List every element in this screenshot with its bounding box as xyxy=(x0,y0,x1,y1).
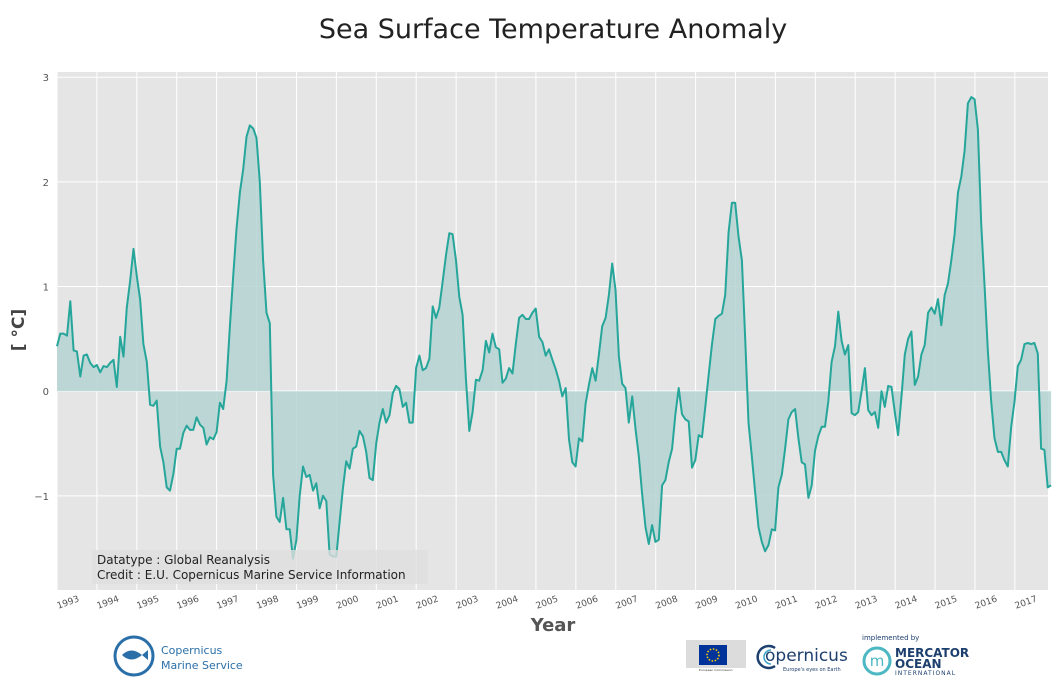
mercator-line2: OCEAN xyxy=(895,657,942,671)
cmems-line1: Copernicus xyxy=(161,644,223,657)
x-tick-label: 1999 xyxy=(295,594,320,611)
x-tick-label: 2004 xyxy=(495,594,520,611)
copernicus-wordmark: opernicus xyxy=(765,646,848,666)
chart-title: Sea Surface Temperature Anomaly xyxy=(319,14,787,45)
copernicus-logo xyxy=(756,644,776,670)
x-tick-label: 2005 xyxy=(535,595,560,612)
x-tick-label: 1994 xyxy=(96,594,121,611)
x-tick-label: 2011 xyxy=(774,595,799,612)
x-tick-label: 2014 xyxy=(894,594,919,611)
x-tick-label: 2013 xyxy=(854,595,879,612)
y-tick-label: 3 xyxy=(43,73,49,84)
european-commission-logo xyxy=(686,640,746,668)
mercator-line1: MERCATOR xyxy=(895,646,970,660)
anomaly-line xyxy=(56,96,1052,560)
x-tick-label: 1997 xyxy=(215,595,240,612)
mercator-m-icon: m xyxy=(870,652,885,670)
x-tick-label: 2012 xyxy=(814,595,839,612)
x-tick-label: 1995 xyxy=(136,595,161,612)
series-line xyxy=(56,96,1052,560)
x-tick-label: 1993 xyxy=(56,595,81,612)
x-tick-label: 2010 xyxy=(734,594,759,611)
x-tick-label: 2017 xyxy=(1014,595,1039,612)
x-tick-label: 1998 xyxy=(255,594,280,611)
y-axis-label: [ °C] xyxy=(9,309,29,351)
x-tick-label: 2015 xyxy=(934,595,959,612)
cmems-line2: Marine Service xyxy=(161,659,243,672)
x-tick-label: 2002 xyxy=(415,595,440,612)
x-ticks: 1993 1994 1995 1996 1997 1998 1999 2000 2001 2002… xyxy=(56,594,1039,611)
cmems-logo xyxy=(113,635,155,677)
x-tick-label: 2001 xyxy=(375,595,400,612)
x-tick-label: 2007 xyxy=(615,595,640,612)
plot-area xyxy=(57,72,1048,590)
annotation-credit: Credit : E.U. Copernicus Marine Service … xyxy=(97,568,406,582)
y-ticks: −1 0 1 2 3 xyxy=(34,73,49,503)
x-tick-label: 2000 xyxy=(335,594,360,611)
cmems-brand: Copernicus Marine Service xyxy=(161,643,243,673)
ec-label: European Commission xyxy=(699,668,733,672)
x-axis-label: Year xyxy=(530,615,576,636)
copernicus-tagline: Europe's eyes on Earth xyxy=(783,667,841,673)
x-tick-label: 2016 xyxy=(974,594,999,611)
x-tick-label: 2009 xyxy=(694,594,719,611)
x-tick-label: 2006 xyxy=(575,594,600,611)
y-tick-label: 1 xyxy=(43,283,49,294)
mercator-ocean-logo: m xyxy=(862,646,892,676)
implemented-by: implemented by xyxy=(862,634,920,642)
y-tick-label: 2 xyxy=(43,178,49,189)
x-tick-label: 2003 xyxy=(455,595,480,612)
y-tick-label: −1 xyxy=(34,492,49,503)
mercator-international: INTERNATIONAL xyxy=(895,670,957,677)
annotation-datatype: Datatype : Global Reanalysis xyxy=(97,553,270,567)
y-tick-label: 0 xyxy=(43,387,49,398)
anomaly-fill xyxy=(57,97,1052,559)
mercator-wordmark: MERCATOR OCEAN xyxy=(895,646,970,671)
eu-flag-icon xyxy=(699,645,727,665)
fish-icon xyxy=(122,650,148,660)
annotation-box xyxy=(92,550,428,584)
series-area xyxy=(57,97,1052,559)
x-tick-label: 2008 xyxy=(655,594,680,611)
x-tick-label: 1996 xyxy=(176,594,201,611)
